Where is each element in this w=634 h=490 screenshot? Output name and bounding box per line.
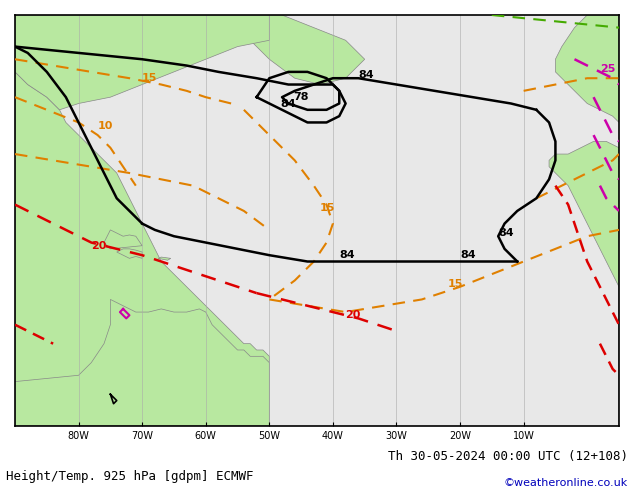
Polygon shape: [238, 15, 365, 85]
Polygon shape: [158, 257, 171, 260]
Text: Height/Temp. 925 hPa [gdpm] ECMWF: Height/Temp. 925 hPa [gdpm] ECMWF: [6, 469, 254, 483]
Polygon shape: [555, 15, 619, 122]
Text: 84: 84: [281, 98, 296, 109]
Polygon shape: [104, 230, 142, 249]
Text: 15: 15: [320, 203, 335, 213]
Text: 20: 20: [91, 241, 107, 251]
Text: 15: 15: [448, 279, 463, 289]
Text: ©weatheronline.co.uk: ©weatheronline.co.uk: [503, 478, 628, 488]
Polygon shape: [15, 15, 269, 110]
Text: Th 30-05-2024 00:00 UTC (12+108): Th 30-05-2024 00:00 UTC (12+108): [387, 450, 628, 463]
Text: 25: 25: [600, 64, 616, 74]
Text: 84: 84: [460, 250, 476, 260]
Polygon shape: [117, 249, 142, 258]
Text: 20: 20: [346, 310, 361, 320]
Text: 10: 10: [98, 121, 113, 131]
Text: 15: 15: [142, 74, 157, 83]
Text: 84: 84: [358, 70, 374, 80]
Polygon shape: [549, 142, 619, 426]
Polygon shape: [15, 15, 269, 426]
Text: 78: 78: [294, 92, 309, 102]
Text: 84: 84: [339, 250, 355, 260]
Polygon shape: [15, 299, 269, 426]
Text: 84: 84: [498, 228, 514, 238]
